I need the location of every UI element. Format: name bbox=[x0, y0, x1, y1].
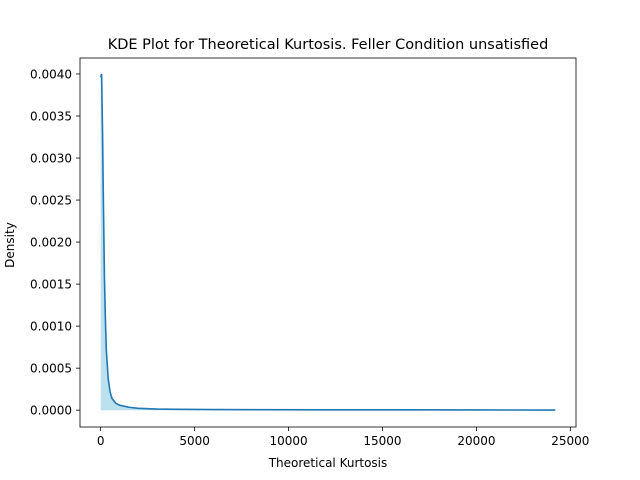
y-tick-label: 0.0040 bbox=[30, 67, 72, 81]
y-tick-label: 0.0010 bbox=[30, 320, 72, 334]
y-tick-label: 0.0005 bbox=[30, 362, 72, 376]
y-tick-label: 0.0020 bbox=[30, 236, 72, 250]
chart-title: KDE Plot for Theoretical Kurtosis. Felle… bbox=[108, 37, 549, 53]
x-tick-label: 10000 bbox=[269, 434, 307, 448]
y-axis: 0.0000 0.0005 0.0010 0.0015 0.0020 0.0025 0.00… bbox=[30, 67, 80, 418]
x-tick-label: 0 bbox=[97, 434, 105, 448]
x-tick-label: 5000 bbox=[179, 434, 210, 448]
x-axis-label: Theoretical Kurtosis bbox=[268, 456, 388, 470]
plot-area bbox=[99, 73, 556, 411]
y-tick-label: 0.0030 bbox=[30, 152, 72, 166]
kde-line bbox=[99, 73, 556, 411]
y-tick-label: 0.0000 bbox=[30, 404, 72, 418]
y-tick-label: 0.0035 bbox=[30, 109, 72, 123]
y-tick-label: 0.0025 bbox=[30, 194, 72, 208]
x-tick-label: 15000 bbox=[363, 434, 401, 448]
y-tick-label: 0.0015 bbox=[30, 278, 72, 292]
x-axis: 0 5000 10000 15000 20000 25000 bbox=[97, 427, 589, 448]
y-axis-label: Density bbox=[3, 222, 17, 268]
x-tick-label: 20000 bbox=[457, 434, 495, 448]
x-tick-label: 25000 bbox=[551, 434, 589, 448]
axes-frame bbox=[79, 57, 577, 428]
